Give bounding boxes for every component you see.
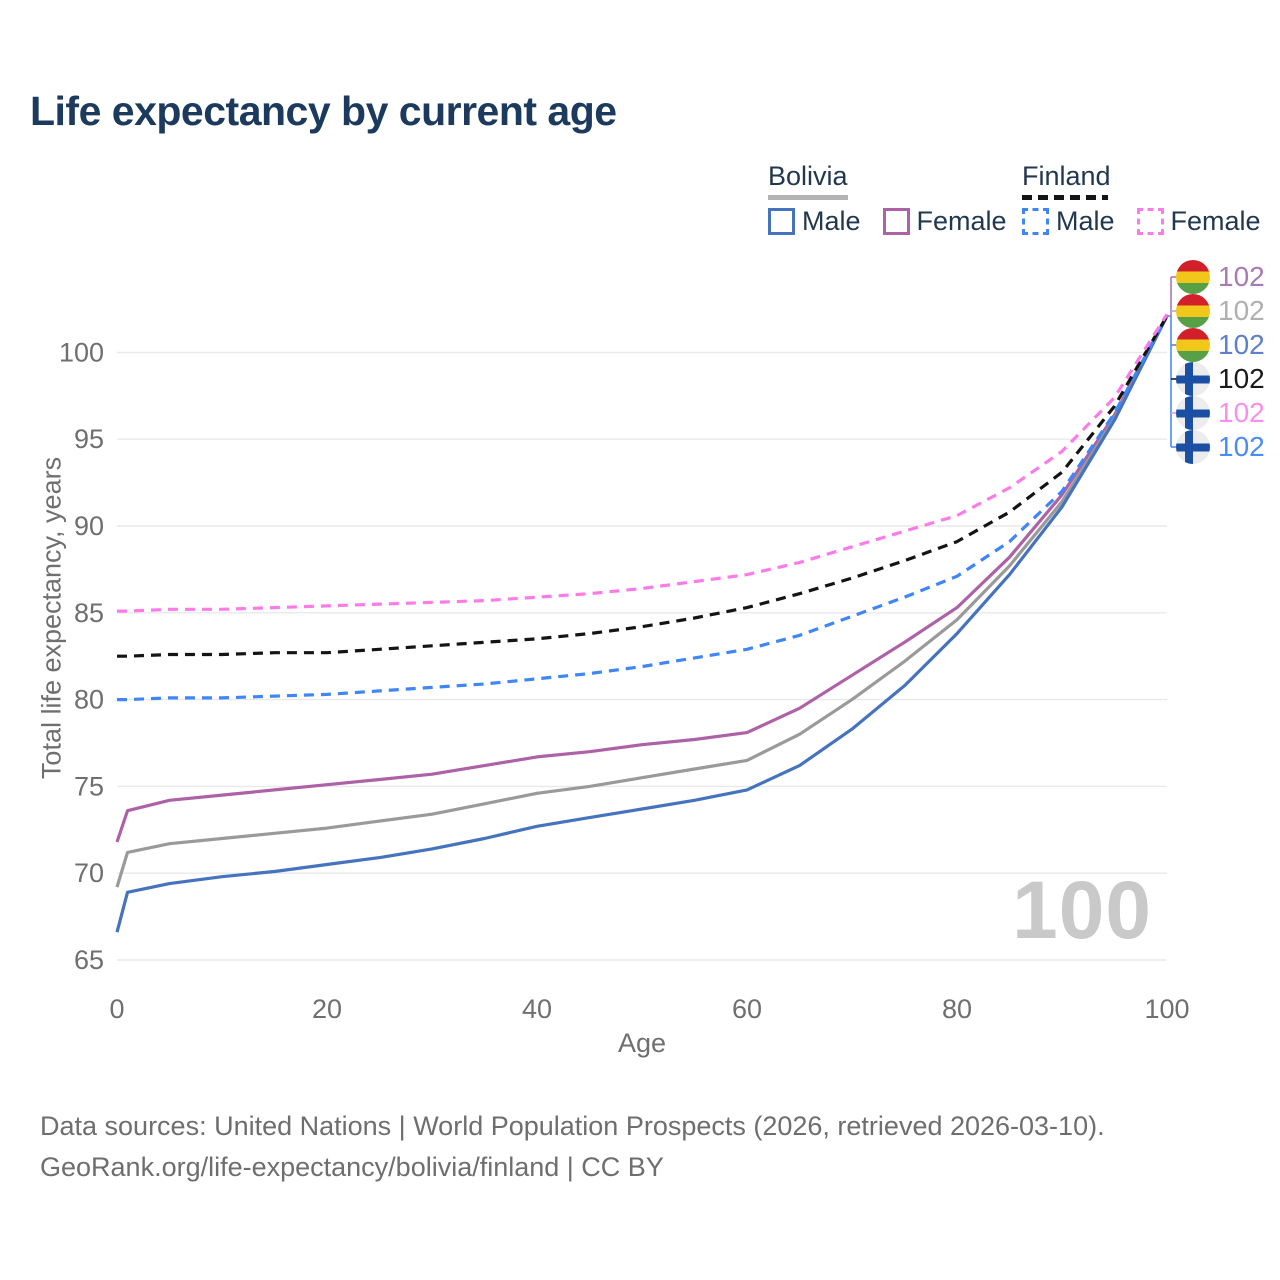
- legend-label-finland-female[interactable]: Female: [1170, 206, 1261, 236]
- legend-bolivia-title[interactable]: Bolivia: [768, 161, 848, 191]
- legend-label-bolivia-male[interactable]: Male: [802, 206, 861, 236]
- endpoint-label-row: 102: [1176, 260, 1265, 294]
- gridlines: [117, 351, 1167, 961]
- endpoint-label-row: 102: [1176, 362, 1265, 396]
- endpoint-label-row: 102: [1176, 294, 1265, 328]
- bolivia-female-swatch-icon[interactable]: [882, 208, 910, 235]
- svg-text:90: 90: [74, 511, 104, 541]
- page-title: Life expectancy by current age: [30, 88, 617, 134]
- svg-text:40: 40: [522, 994, 552, 1024]
- endpoint-label-row: 102: [1176, 328, 1265, 362]
- svg-text:65: 65: [74, 945, 104, 975]
- x-axis-title: Age: [617, 1028, 667, 1058]
- finland-flag-icon: [1176, 362, 1210, 396]
- legend-finland-title[interactable]: Finland: [1022, 161, 1111, 191]
- endpoint-labels: 102 102 102 102 102 102: [1176, 260, 1265, 464]
- series-lines: [115, 313, 1169, 933]
- bolivia-flag-icon: [1176, 260, 1210, 294]
- svg-text:0: 0: [109, 994, 124, 1024]
- footer-attribution[interactable]: GeoRank.org/life-expectancy/bolivia/finl…: [40, 1152, 664, 1182]
- axis-tick-labels: 65 70 75 80 85 90 95 100 0 20 40 60 80 100: [59, 337, 1190, 1024]
- svg-text:75: 75: [74, 771, 104, 801]
- svg-text:100: 100: [59, 337, 104, 367]
- endpoint-value: 102: [1218, 397, 1265, 428]
- endpoint-label-row: 102: [1176, 430, 1265, 464]
- series-finland-male[interactable]: [117, 315, 1169, 702]
- series-bolivia-female[interactable]: [115, 315, 1169, 843]
- bolivia-flag-icon: [1176, 294, 1210, 328]
- finland-male-swatch-icon[interactable]: [1022, 208, 1049, 235]
- legend-label-finland-male[interactable]: Male: [1056, 206, 1115, 236]
- age-counter-watermark: 100: [1012, 865, 1152, 956]
- bolivia-line-style-swatch: [768, 195, 848, 200]
- series-finland-female[interactable]: [117, 313, 1169, 613]
- series-bolivia-both[interactable]: [115, 315, 1169, 888]
- svg-text:100: 100: [1144, 994, 1189, 1024]
- endpoint-value: 102: [1218, 295, 1265, 326]
- svg-text:60: 60: [732, 994, 762, 1024]
- y-axis-title: Total life expectancy, years: [36, 456, 67, 780]
- bolivia-flag-icon: [1176, 328, 1210, 362]
- svg-text:80: 80: [74, 685, 104, 715]
- bolivia-male-swatch-icon[interactable]: [768, 208, 795, 235]
- svg-text:70: 70: [74, 858, 104, 888]
- legend-label-bolivia-female[interactable]: Female: [916, 206, 1007, 236]
- series-finland-both[interactable]: [117, 315, 1169, 658]
- legend-group-bolivia: Bolivia Male Female: [768, 161, 1007, 236]
- svg-text:20: 20: [312, 994, 342, 1024]
- footer: Data sources: United Nations | World Pop…: [40, 1106, 1105, 1188]
- svg-text:80: 80: [942, 994, 972, 1024]
- series-bolivia-male[interactable]: [115, 315, 1169, 933]
- finland-female-swatch-icon[interactable]: [1136, 208, 1164, 235]
- footer-data-sources: Data sources: United Nations | World Pop…: [40, 1111, 1105, 1141]
- endpoint-value: 102: [1218, 329, 1265, 360]
- endpoint-value: 102: [1218, 363, 1265, 394]
- svg-text:85: 85: [74, 598, 104, 628]
- endpoint-value: 102: [1218, 261, 1265, 292]
- svg-text:95: 95: [74, 424, 104, 454]
- endpoint-value: 102: [1218, 431, 1265, 462]
- finland-flag-icon: [1176, 430, 1210, 464]
- legend-group-finland: Finland Male Female: [1022, 161, 1261, 236]
- finland-flag-icon: [1176, 396, 1210, 430]
- endpoint-label-row: 102: [1176, 396, 1265, 430]
- finland-line-style-swatch: [1022, 195, 1108, 200]
